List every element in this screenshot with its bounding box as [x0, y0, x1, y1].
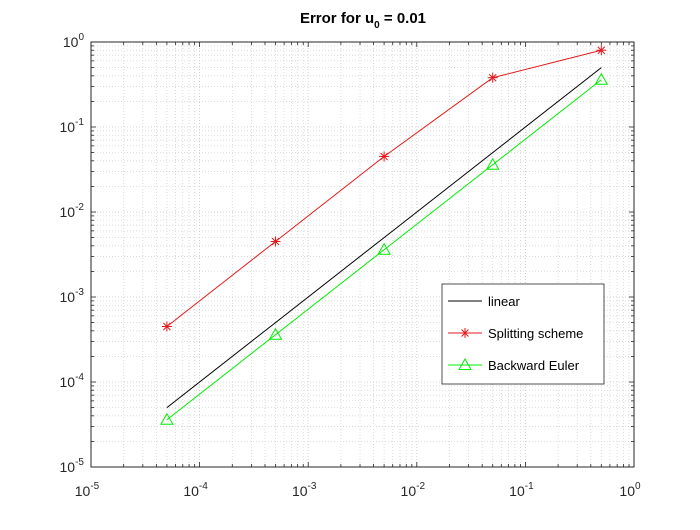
data-point	[377, 242, 391, 255]
data-point	[268, 327, 283, 340]
x-tick-label: 100	[619, 481, 641, 499]
x-tick-label: 10-3	[292, 481, 317, 499]
y-tick-label: 10-5	[60, 457, 85, 475]
data-point	[270, 236, 281, 247]
x-tick-label: 10-2	[401, 481, 426, 499]
x-tick-label: 10-1	[509, 481, 534, 499]
y-tick-label: 10-2	[60, 202, 85, 220]
series-linear	[166, 67, 602, 408]
legend-label: Splitting scheme	[488, 326, 583, 341]
x-tick-label: 10-5	[75, 481, 100, 499]
axes: 10-5 10-4 10-3 10-2 10-1 100 10-5 10-4 10-3 10-2 1…	[60, 32, 641, 499]
legend-label: linear	[488, 294, 520, 309]
data-point	[487, 72, 498, 83]
series-line	[166, 67, 602, 408]
legend: linear Splitting scheme Backward Euler	[441, 283, 605, 385]
legend-entry: Backward Euler	[448, 357, 580, 373]
data-point	[379, 151, 390, 162]
axes-box	[90, 41, 635, 468]
data-point	[161, 321, 172, 332]
y-tick-label: 10-4	[60, 372, 85, 390]
legend-marker	[460, 328, 470, 338]
data-point	[596, 45, 607, 56]
series-splitting-scheme	[161, 45, 607, 332]
y-tick-label: 100	[63, 32, 85, 50]
data-point	[594, 72, 609, 85]
plot-series	[160, 45, 609, 425]
y-tick-label: 10-1	[60, 117, 85, 135]
data-point	[485, 157, 500, 170]
chart-title-suffix: = 0.01	[380, 10, 426, 27]
chart-title-subscript: 0	[374, 20, 380, 31]
legend-label: Backward Euler	[488, 358, 580, 373]
x-tick-label: 10-4	[183, 481, 208, 499]
chart-title: Error for u0 = 0.01	[300, 10, 426, 31]
series-backward-euler	[160, 72, 609, 425]
legend-entry: linear	[448, 294, 520, 309]
data-point	[160, 412, 174, 425]
y-tick-label: 10-3	[60, 287, 85, 305]
legend-entry: Splitting scheme	[448, 326, 583, 341]
chart-title-prefix: Error for u	[300, 10, 374, 27]
legend-marker	[458, 357, 472, 370]
series-line	[166, 79, 602, 421]
